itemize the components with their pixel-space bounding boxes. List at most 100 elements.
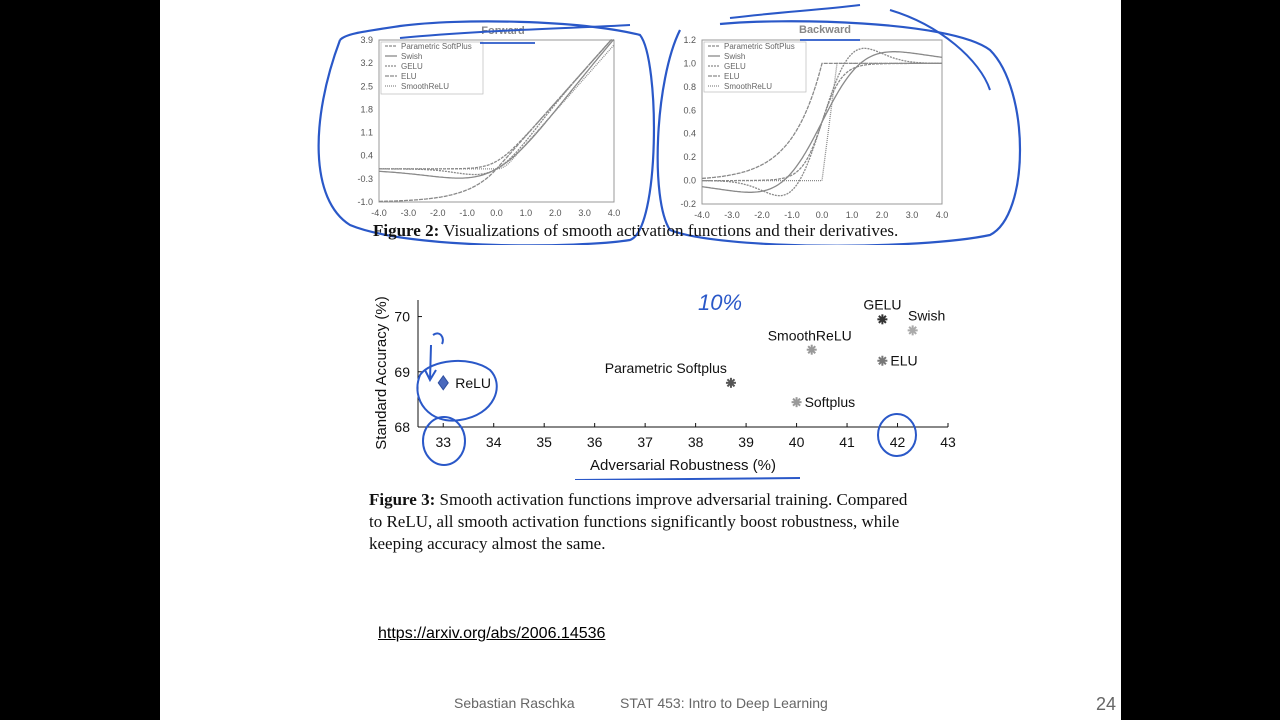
curve-parametric-softplus (379, 39, 614, 170)
scatter-points: ReLU Parametric Softplus Softplus SmoothReL… (437, 296, 945, 410)
x-tick-label: -4.0 (371, 208, 387, 218)
point-star-stroke (807, 345, 816, 354)
forward-y-ticks: 3.9 3.2 2.5 1.8 1.1 0.4 -0.3 -1.0 (357, 35, 373, 207)
y-tick-label: -0.2 (680, 199, 696, 209)
figure-2-caption: Figure 2: Visualizations of smooth activ… (373, 220, 898, 242)
forward-plot-frame (378, 39, 615, 203)
x-tick-label: 2.0 (549, 208, 562, 218)
point-star-stroke (878, 356, 887, 365)
point-label-swish: Swish (908, 307, 945, 323)
figure-2: Forward 3.93.22.51.81.10.4-0.3-1.0 -4.0-… (317, 4, 1022, 245)
footer-author: Sebastian Raschka (454, 695, 575, 711)
point-star-stroke (908, 326, 917, 335)
legend-entry: ELU (724, 72, 740, 81)
x-tick-label: -1.0 (459, 208, 475, 218)
backward-legend: Parametric SoftPlusSwishGELUELUSmoothReL… (708, 42, 795, 91)
slide: Forward 3.9 3.2 2.5 1.8 1.1 0.4 -0.3 -1.0 -4.0-… (160, 0, 1121, 720)
y-tick-label: 3.2 (360, 58, 373, 68)
ink-circle-42 (877, 413, 917, 457)
y-tick-label: -1.0 (357, 197, 373, 207)
forward-legend-box (380, 41, 484, 95)
point-label-gelu: GELU (863, 296, 901, 312)
point-gelu (877, 314, 888, 325)
legend-entry: SmoothReLU (401, 82, 449, 91)
ink-loop-backward (656, 20, 1022, 245)
y-tick-label: 68 (394, 419, 410, 435)
point-star-stroke (726, 378, 736, 388)
x-tick-label: 4.0 (936, 210, 949, 220)
figure-2-caption-text: Visualizations of smooth activation func… (439, 221, 899, 240)
figure-3-caption: Figure 3: Smooth activation functions im… (369, 489, 969, 555)
x-tick-label: 1.0 (846, 210, 859, 220)
x-tick-label: -2.0 (430, 208, 446, 218)
point-star-stroke (878, 315, 887, 324)
x-tick-label: 43 (940, 434, 956, 450)
x-tick-label: -1.0 (784, 210, 800, 220)
backward-title: Backward (799, 24, 851, 36)
y-tick-label: 0.8 (683, 82, 696, 92)
ink-loop-forward (317, 20, 656, 245)
y-tick-label: 1.0 (683, 58, 696, 68)
legend-entry: ELU (401, 72, 417, 81)
point-relu (437, 374, 449, 391)
y-tick-label: 2.5 (360, 81, 373, 91)
y-tick-label: 1.1 (360, 128, 373, 138)
figure-3-label: Figure 3: (369, 490, 436, 509)
y-tick-label: -0.3 (357, 174, 373, 184)
curve-smoothrelu (379, 44, 615, 170)
point-label-relu: ReLU (455, 375, 491, 391)
x-axis-label: Adversarial Robustness (%) (590, 457, 776, 474)
y-tick-label: 0.4 (360, 151, 373, 161)
x-tick-label: 0.0 (490, 208, 503, 218)
backward-legend-box (703, 41, 807, 93)
arxiv-link[interactable]: https://arxiv.org/abs/2006.14536 (378, 625, 606, 642)
x-tick-label: -3.0 (401, 208, 417, 218)
point-softplus (791, 397, 802, 408)
point-star-stroke (792, 397, 801, 407)
legend-entry: SmoothReLU (724, 82, 772, 91)
point-label-parametric-softplus: Parametric Softplus (605, 360, 727, 376)
y-tick-label: 1.8 (360, 104, 373, 114)
figure-3-caption-text-1: Smooth activation functions improve adve… (435, 490, 908, 509)
forward-curves (378, 39, 615, 203)
ink-arrow (424, 332, 444, 383)
curve-smoothrelu (702, 62, 942, 182)
x-tick-label: 3.0 (906, 210, 919, 220)
figure-3-caption-line-2: to ReLU, all smooth activation functions… (369, 512, 900, 531)
legend-entry: GELU (724, 62, 746, 71)
ink-circle-33 (422, 416, 466, 466)
y-tick-label: 0.6 (683, 105, 696, 115)
figure-3-scatter: Standard Accuracy (%) Adversarial Robust… (373, 290, 956, 480)
y-tick-label: 70 (394, 309, 410, 325)
point-swish (907, 325, 918, 336)
ink-relu-circle (416, 359, 498, 422)
x-tick-label: 40 (789, 434, 805, 450)
x-tick-label: 36 (587, 434, 603, 450)
x-tick-label: 41 (839, 434, 855, 450)
page-number: 24 (1096, 694, 1117, 714)
footer-course: STAT 453: Intro to Deep Learning (620, 695, 828, 711)
x-tick-label: 42 (890, 434, 906, 450)
x-tick-label: 4.0 (608, 208, 621, 218)
figure-3-caption-line-3: keeping accuracy almost the same. (369, 534, 606, 553)
x-tick-label: 0.0 (816, 210, 829, 220)
curve-gelu (702, 47, 942, 197)
point-parametric-softplus (725, 377, 736, 388)
y-tick-label: 69 (394, 364, 410, 380)
legend-entry: Swish (401, 52, 422, 61)
point-label-smoothrelu: SmoothReLU (768, 328, 852, 344)
x-tick-label: 33 (435, 434, 451, 450)
handwritten-note: 10% (698, 290, 742, 315)
scatter-axes: 33 34 35 36 37 38 39 40 41 42 43 70 69 68 (394, 300, 956, 450)
x-tick-label: 39 (738, 434, 754, 450)
forward-legend: Parametric SoftPlusSwishGELUELUSmoothReL… (385, 42, 472, 91)
point-label-softplus: Softplus (805, 394, 856, 410)
y-tick-label: 3.9 (360, 35, 373, 45)
forward-x-ticks: -4.0 -3.0 -2.0 -1.0 0.0 1.0 2.0 3.0 4.0 (371, 208, 620, 218)
x-tick-label: 37 (637, 434, 653, 450)
x-tick-label: 3.0 (578, 208, 591, 218)
legend-entry: Swish (724, 52, 745, 61)
curve-elu (701, 62, 942, 180)
figure-3-caption-line-1: Figure 3: Smooth activation functions im… (369, 489, 969, 511)
x-tick-label: 1.0 (520, 208, 533, 218)
